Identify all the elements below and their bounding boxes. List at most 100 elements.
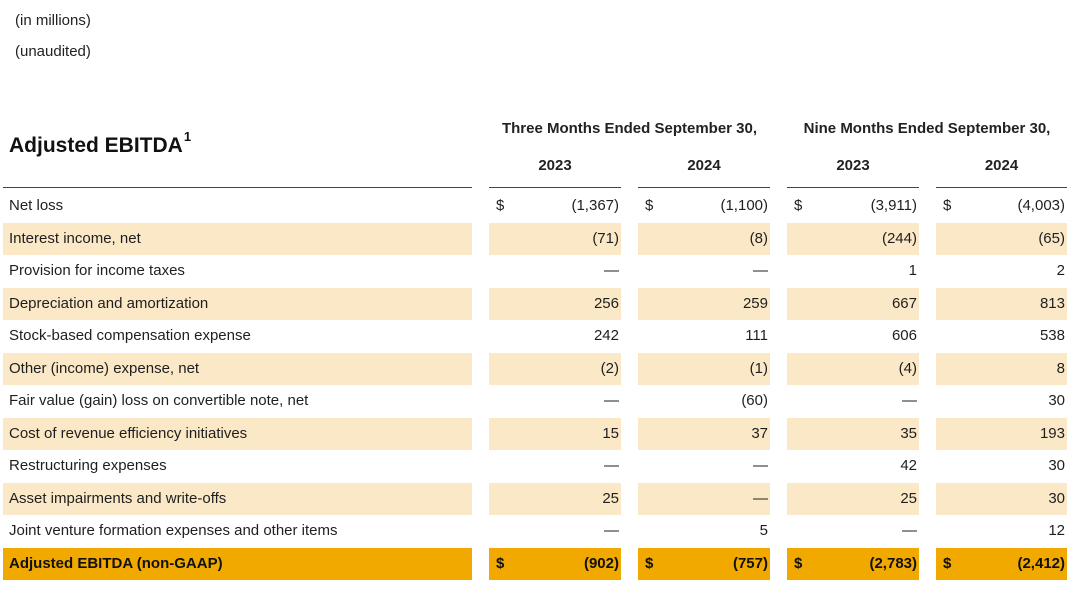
- row-label-cell: Interest income, net: [3, 222, 472, 255]
- value-cell: 538: [936, 320, 1067, 352]
- value-cell: —: [489, 450, 621, 482]
- value: (757): [732, 554, 768, 572]
- currency-symbol: $: [645, 197, 654, 214]
- value: 538: [1039, 327, 1065, 344]
- value-cell: —: [638, 450, 770, 482]
- value-cell: 667: [787, 287, 919, 320]
- value: —: [753, 262, 768, 279]
- value: (2,412): [1017, 554, 1065, 572]
- row-label-cell: Stock-based compensation expense: [3, 320, 472, 352]
- row-label: Fair value (gain) loss on convertible no…: [9, 392, 309, 409]
- value: 242: [593, 327, 619, 344]
- value: —: [753, 457, 768, 474]
- row-label-cell: Depreciation and amortization: [3, 287, 472, 320]
- value-cell: 2: [936, 255, 1067, 287]
- row-label: Cost of revenue efficiency initiatives: [9, 424, 248, 442]
- row-label: Other (income) expense, net: [9, 359, 200, 377]
- value: (244): [881, 229, 917, 247]
- value: (4): [898, 359, 917, 377]
- value: 35: [900, 424, 917, 442]
- currency-symbol: $: [794, 197, 803, 214]
- value: 259: [742, 294, 768, 312]
- row-label: Restructuring expenses: [9, 457, 167, 474]
- table-row: Asset impairments and write-offs 25 — 25 30: [0, 482, 1080, 515]
- value-cell: —: [489, 255, 621, 287]
- row-label: Provision for income taxes: [9, 262, 185, 279]
- table-title: Adjusted EBITDA1: [9, 129, 192, 158]
- value-cell: (60): [638, 385, 770, 417]
- row-label: Net loss: [9, 197, 64, 214]
- value-cell: $ (902): [489, 547, 621, 580]
- value: 25: [602, 489, 619, 507]
- currency-symbol: $: [943, 197, 952, 214]
- value-cell: 12: [936, 515, 1067, 547]
- table-row: Provision for income taxes — — 1 2: [0, 255, 1080, 287]
- currency-symbol: $: [943, 554, 952, 572]
- value-cell: 813: [936, 287, 1067, 320]
- table-title-text: Adjusted EBITDA: [9, 134, 183, 157]
- value-cell: 259: [638, 287, 770, 320]
- value: 8: [1056, 359, 1065, 377]
- value-cell: 1: [787, 255, 919, 287]
- value: —: [604, 522, 619, 539]
- value: 30: [1048, 392, 1065, 409]
- value: (71): [592, 229, 619, 247]
- value: —: [604, 262, 619, 279]
- value: 25: [900, 489, 917, 507]
- row-label-cell: Joint venture formation expenses and oth…: [3, 515, 472, 547]
- header-rule-col4: [936, 187, 1067, 188]
- currency-symbol: $: [645, 554, 654, 572]
- table-row: Stock-based compensation expense 242 111 60…: [0, 320, 1080, 352]
- table-row: Restructuring expenses — — 42 30: [0, 450, 1080, 482]
- row-label: Depreciation and amortization: [9, 294, 209, 312]
- value-cell: $ (2,412): [936, 547, 1067, 580]
- row-label-cell: Cost of revenue efficiency initiatives: [3, 417, 472, 450]
- row-label-cell: Fair value (gain) loss on convertible no…: [3, 385, 472, 417]
- year-header-three-2023: 2023: [538, 157, 572, 174]
- value: (902): [583, 554, 619, 572]
- value-cell: —: [638, 255, 770, 287]
- table-row: Depreciation and amortization 256 259 667 81…: [0, 287, 1080, 320]
- value-cell: 35: [787, 417, 919, 450]
- value: (2): [600, 359, 619, 377]
- value-cell: $ (2,783): [787, 547, 919, 580]
- value-cell: (4): [787, 352, 919, 385]
- value-cell: 111: [638, 320, 770, 352]
- value: 37: [751, 424, 768, 442]
- value: 667: [891, 294, 917, 312]
- value: —: [604, 457, 619, 474]
- value-cell: 193: [936, 417, 1067, 450]
- value-cell: $ (4,003): [936, 190, 1067, 222]
- value-cell: $ (1,100): [638, 190, 770, 222]
- value: 111: [745, 327, 768, 344]
- value: (2,783): [869, 554, 917, 572]
- row-label: Stock-based compensation expense: [9, 327, 251, 344]
- year-header-nine-2023: 2023: [836, 157, 870, 174]
- value-cell: 8: [936, 352, 1067, 385]
- value-cell: 606: [787, 320, 919, 352]
- row-label-cell: Adjusted EBITDA (non-GAAP): [3, 547, 472, 580]
- value-cell: (1): [638, 352, 770, 385]
- table-row: Interest income, net (71) (8) (244) (65): [0, 222, 1080, 255]
- value: 12: [1048, 522, 1065, 539]
- value-cell: (244): [787, 222, 919, 255]
- value: 15: [602, 424, 619, 442]
- value: (1,100): [720, 197, 768, 214]
- value-cell: 30: [936, 385, 1067, 417]
- table-row: Joint venture formation expenses and oth…: [0, 515, 1080, 547]
- value-cell: —: [489, 515, 621, 547]
- title-footnote-marker: 1: [183, 129, 192, 144]
- year-header-three-2024: 2024: [687, 157, 721, 174]
- value: —: [902, 392, 917, 409]
- value-cell: (2): [489, 352, 621, 385]
- header-rule-col3: [787, 187, 919, 188]
- value-cell: 256: [489, 287, 621, 320]
- value: —: [902, 522, 917, 539]
- header-rule-col2: [638, 187, 770, 188]
- table-row: Other (income) expense, net (2) (1) (4) 8: [0, 352, 1080, 385]
- value: —: [604, 392, 619, 409]
- value: 30: [1048, 489, 1065, 507]
- row-label-cell: Provision for income taxes: [3, 255, 472, 287]
- row-label: Adjusted EBITDA (non-GAAP): [9, 554, 223, 572]
- value-cell: (71): [489, 222, 621, 255]
